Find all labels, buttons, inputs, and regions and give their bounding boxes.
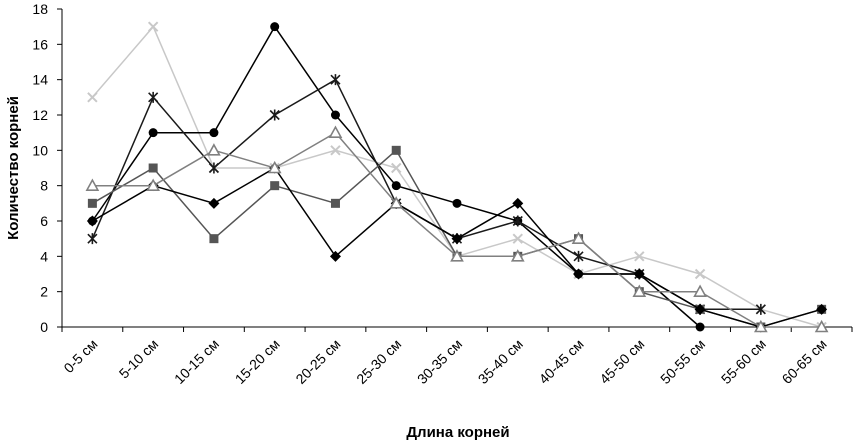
- x-tick-label: 55-60 см: [718, 336, 769, 387]
- data-point: [330, 145, 341, 156]
- data-point: [328, 125, 343, 138]
- data-point: [270, 181, 280, 191]
- series-line: [91, 25, 701, 328]
- data-point: [86, 215, 98, 227]
- x-tick-label: 45-50 см: [596, 336, 647, 387]
- data-point: [148, 128, 158, 138]
- data-point: [391, 145, 401, 155]
- x-tick-label: 10-15 см: [171, 336, 222, 387]
- data-point: [148, 91, 159, 103]
- data-point: [753, 319, 768, 333]
- x-tick-label: 15-20 см: [232, 336, 283, 387]
- y-axis-title: Количество корней: [5, 96, 22, 240]
- data-point: [512, 197, 524, 209]
- data-point: [330, 198, 340, 208]
- data-point: [512, 233, 523, 244]
- series-2: [87, 22, 705, 332]
- data-point: [755, 303, 766, 315]
- data-point: [389, 196, 404, 209]
- x-tick-label: 25-30 см: [353, 336, 404, 387]
- series-1: [87, 21, 827, 333]
- data-point: [573, 250, 584, 262]
- y-tick-label: 2: [40, 284, 48, 300]
- data-point: [270, 22, 280, 32]
- data-point: [330, 74, 341, 86]
- data-point: [146, 178, 161, 191]
- x-tick-label: 0-5 см: [60, 336, 100, 376]
- data-point: [571, 231, 586, 244]
- data-point: [451, 233, 463, 245]
- x-tick-label: 5-10 см: [116, 336, 162, 382]
- y-tick-label: 8: [40, 178, 48, 194]
- data-point: [209, 128, 219, 138]
- series-line: [92, 131, 822, 328]
- data-point: [633, 268, 645, 280]
- data-point: [452, 198, 462, 208]
- x-tick-label: 30-35 см: [414, 336, 465, 387]
- data-point: [634, 251, 645, 262]
- y-tick-label: 4: [40, 248, 48, 264]
- x-tick-label: 20-25 см: [292, 336, 343, 387]
- data-point: [391, 162, 402, 174]
- data-point: [450, 249, 464, 262]
- data-point: [694, 303, 706, 315]
- data-point: [148, 163, 158, 173]
- data-point: [147, 21, 159, 32]
- data-point: [632, 284, 647, 297]
- data-point: [87, 198, 97, 208]
- data-point: [391, 181, 401, 191]
- series-6: [85, 125, 829, 333]
- series-5: [86, 162, 828, 333]
- data-point: [209, 234, 219, 244]
- data-point: [208, 162, 219, 174]
- x-tick-label: 35-40 см: [475, 336, 526, 387]
- y-tick-label: 0: [40, 319, 48, 335]
- data-point: [87, 233, 98, 245]
- data-point: [208, 197, 220, 209]
- series-line: [92, 167, 822, 328]
- x-tick-label: 60-65 см: [779, 336, 830, 387]
- data-point: [330, 110, 340, 120]
- data-point: [510, 249, 525, 262]
- data-point: [814, 319, 829, 333]
- y-tick-label: 14: [32, 72, 48, 88]
- y-tick-label: 18: [32, 1, 48, 17]
- data-point: [693, 284, 707, 297]
- data-point: [85, 178, 100, 191]
- plot-area: 0 2 4 6 8 10 12 14 16 18 0-5 см 5-10 см 10-15 см 15-2…: [32, 1, 853, 387]
- y-tick-label: 16: [32, 36, 48, 52]
- x-tick-label: 40-45 см: [536, 336, 587, 387]
- data-point: [573, 268, 585, 280]
- y-tick-label: 12: [32, 107, 48, 123]
- data-point: [329, 250, 341, 262]
- x-tick-label: 50-55 см: [657, 336, 708, 387]
- x-axis-title: Длина корней: [406, 424, 509, 441]
- data-point: [207, 143, 221, 156]
- y-tick-label: 6: [40, 213, 48, 229]
- data-point: [269, 109, 280, 121]
- y-tick-label: 10: [32, 142, 48, 158]
- series-line: [91, 25, 822, 328]
- data-point: [816, 303, 828, 315]
- data-point: [87, 92, 98, 103]
- data-point: [512, 215, 523, 227]
- data-point: [267, 160, 282, 174]
- data-point: [694, 268, 706, 280]
- data-point: [695, 322, 705, 332]
